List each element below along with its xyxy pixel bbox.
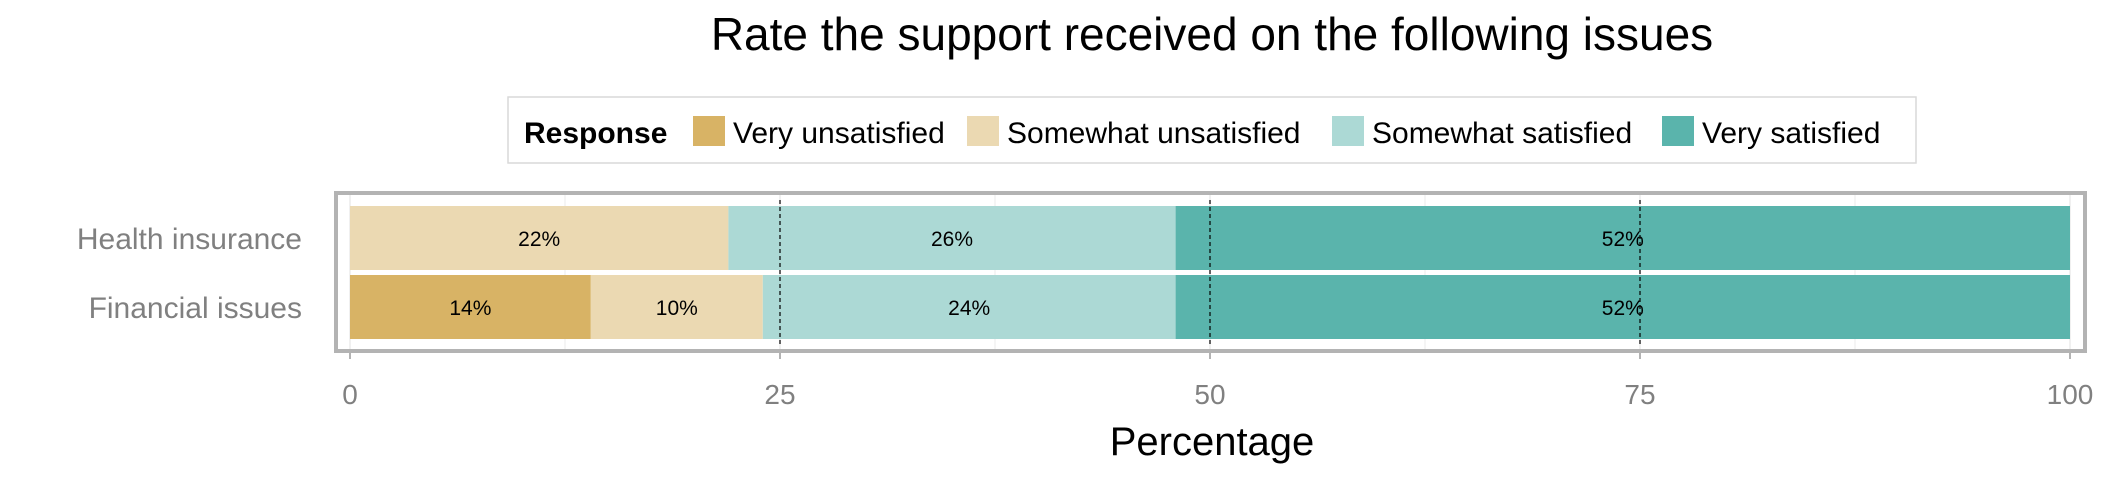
category-label: Financial issues xyxy=(89,292,302,325)
x-axis-title: Percentage xyxy=(1110,420,1315,464)
bar-segment xyxy=(590,275,763,339)
legend-label: Very satisfied xyxy=(1702,117,1880,150)
bar-segment xyxy=(728,206,1176,270)
x-tick-label: 100 xyxy=(2047,379,2094,410)
data-label: 26% xyxy=(931,228,973,251)
legend-entry: Somewhat satisfied xyxy=(1332,116,1632,150)
data-label: 24% xyxy=(948,297,990,320)
chart-title: Rate the support received on the followi… xyxy=(711,8,1713,60)
bar-segment xyxy=(1175,206,2070,270)
category-label: Health insurance xyxy=(77,223,302,256)
plot-area: 22% 26% 52% 14% 10% 24% 52% xyxy=(334,191,2087,353)
x-tick-label: 50 xyxy=(1194,379,1225,410)
x-tick-label: 75 xyxy=(1624,379,1655,410)
legend: Response Very unsatisfied Somewhat unsati… xyxy=(507,96,1917,164)
data-label: 52% xyxy=(1602,297,1644,320)
x-tick-label: 25 xyxy=(764,379,795,410)
legend-swatch xyxy=(1662,116,1694,146)
legend-label: Somewhat unsatisfied xyxy=(1007,117,1301,150)
data-label: 14% xyxy=(449,297,491,320)
x-axis: 0 25 50 75 100 xyxy=(342,351,2093,410)
x-tick-label: 0 xyxy=(342,379,358,410)
data-label: 22% xyxy=(518,228,560,251)
legend-title: Response xyxy=(524,117,667,150)
legend-swatch xyxy=(693,116,725,146)
legend-label: Somewhat satisfied xyxy=(1372,117,1632,150)
bar-segment xyxy=(350,206,729,270)
bar-segment xyxy=(1175,275,2070,339)
legend-swatch xyxy=(1332,116,1364,146)
legend-entry: Very unsatisfied xyxy=(693,116,945,150)
legend-swatch xyxy=(967,116,999,146)
bar-segment xyxy=(350,275,591,339)
legend-entry: Somewhat unsatisfied xyxy=(967,116,1301,150)
data-label: 52% xyxy=(1602,228,1644,251)
bar-segment xyxy=(762,275,1176,339)
y-axis: Health insurance Financial issues xyxy=(77,223,302,325)
legend-entry: Very satisfied xyxy=(1662,116,1880,150)
data-label: 10% xyxy=(656,297,698,320)
legend-label: Very unsatisfied xyxy=(733,117,945,150)
